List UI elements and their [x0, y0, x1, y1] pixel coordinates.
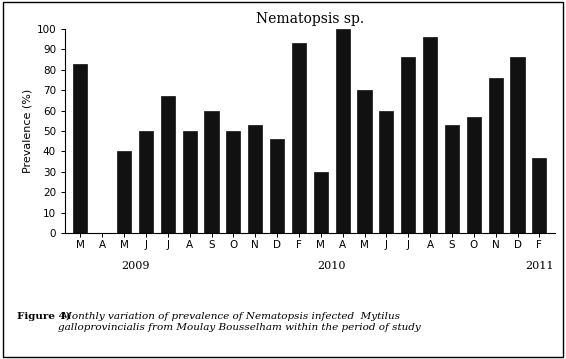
Bar — [511, 57, 525, 233]
Bar — [117, 151, 131, 233]
Y-axis label: Prevalence (%): Prevalence (%) — [22, 89, 32, 173]
Bar — [270, 139, 284, 233]
Bar — [467, 117, 481, 233]
Bar — [357, 90, 372, 233]
Text: Monthly variation of prevalence of Nematopsis infected  Mytilus
galloprovinciali: Monthly variation of prevalence of Nemat… — [58, 312, 421, 332]
Text: 2010: 2010 — [318, 261, 346, 271]
Bar — [204, 111, 218, 233]
Bar — [292, 43, 306, 233]
Bar — [226, 131, 241, 233]
Bar — [161, 96, 175, 233]
Bar — [532, 158, 547, 233]
Bar — [314, 172, 328, 233]
Text: 2009: 2009 — [121, 261, 149, 271]
Text: Figure 4): Figure 4) — [17, 312, 71, 321]
Bar — [139, 131, 153, 233]
Bar — [488, 78, 503, 233]
Bar — [336, 29, 350, 233]
Text: 2011: 2011 — [525, 261, 554, 271]
Bar — [423, 37, 437, 233]
Bar — [379, 111, 393, 233]
Bar — [73, 64, 88, 233]
Bar — [445, 125, 459, 233]
Bar — [248, 125, 263, 233]
Bar — [401, 57, 415, 233]
Title: Nematopsis sp.: Nematopsis sp. — [256, 12, 364, 26]
Bar — [183, 131, 197, 233]
